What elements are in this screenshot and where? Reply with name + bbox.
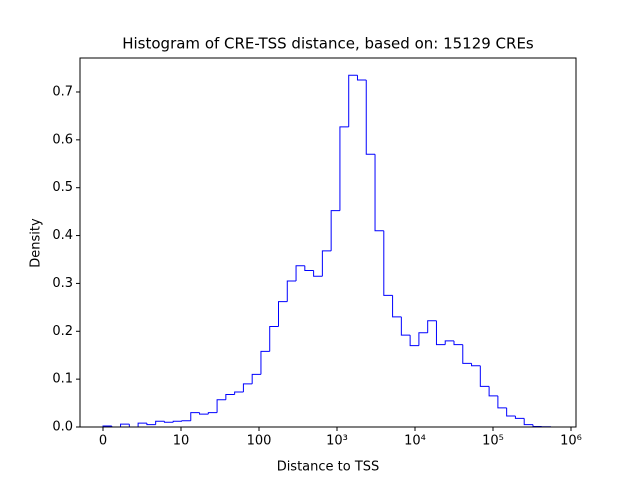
x-tick-label: 0 <box>99 434 107 449</box>
y-tick-label: 0.4 <box>52 228 73 243</box>
histogram-step <box>427 320 437 333</box>
histogram-step <box>471 363 481 367</box>
histogram-step <box>392 295 402 318</box>
x-tick-label: 10³ <box>326 434 348 449</box>
chart-title: Histogram of CRE-TSS distance, based on:… <box>122 35 534 53</box>
histogram-step <box>216 399 226 413</box>
histogram-step <box>172 420 182 423</box>
histogram-step <box>497 395 507 409</box>
histogram-step <box>260 350 270 375</box>
y-tick-label: 0.6 <box>52 132 73 147</box>
x-tick-label: 10⁶ <box>560 434 582 449</box>
histogram-step <box>286 280 297 302</box>
histogram-step <box>295 265 305 282</box>
histogram-step <box>120 423 130 427</box>
x-tick-label: 10⁴ <box>404 434 426 449</box>
histogram-step <box>242 383 253 393</box>
histogram-step <box>163 421 174 423</box>
histogram-step <box>330 210 340 251</box>
histogram-step <box>304 265 314 271</box>
histogram-step <box>418 332 428 346</box>
histogram-step <box>199 412 209 415</box>
y-tick-label: 0.5 <box>52 180 73 195</box>
y-tick-label: 0.3 <box>52 276 73 291</box>
y-tick-label: 0.1 <box>52 372 73 387</box>
histogram-step <box>207 412 218 415</box>
histogram-step <box>365 80 376 155</box>
histogram-step <box>479 365 490 387</box>
histogram-step <box>435 320 446 346</box>
histogram-step <box>383 230 393 296</box>
x-tick-label: 10 <box>173 434 190 449</box>
y-axis-label: Density <box>29 218 44 268</box>
histogram-step <box>155 420 165 425</box>
histogram-step <box>506 407 516 417</box>
histogram-step <box>339 126 349 211</box>
histogram-step <box>514 415 525 419</box>
y-tick-label: 0.2 <box>52 324 73 339</box>
histogram-step <box>488 386 498 397</box>
histogram-step <box>444 340 455 345</box>
histogram-step <box>374 154 384 232</box>
histogram-step <box>234 391 244 395</box>
y-tick-label: 0.0 <box>52 420 73 435</box>
histogram-step <box>225 393 235 400</box>
histogram-step <box>313 270 323 277</box>
histogram-step <box>278 301 288 327</box>
x-tick-label: 100 <box>247 434 272 449</box>
histogram-step <box>356 75 367 81</box>
histogram-step <box>251 373 261 384</box>
histogram-step <box>523 418 533 426</box>
histogram-step <box>269 325 279 352</box>
histogram-step <box>348 74 358 127</box>
plot-frame <box>79 57 577 428</box>
histogram-step <box>321 250 332 277</box>
x-tick-label: 10⁵ <box>482 434 504 449</box>
histogram-step <box>409 335 419 347</box>
x-axis-label: Distance to TSS <box>277 460 380 475</box>
histogram-step <box>190 412 200 421</box>
y-tick-label: 0.7 <box>52 84 73 99</box>
histogram-step <box>453 340 463 346</box>
histogram-step <box>146 423 156 426</box>
histogram-step <box>400 316 411 336</box>
histogram-step <box>137 422 147 427</box>
histogram-step <box>462 344 472 364</box>
